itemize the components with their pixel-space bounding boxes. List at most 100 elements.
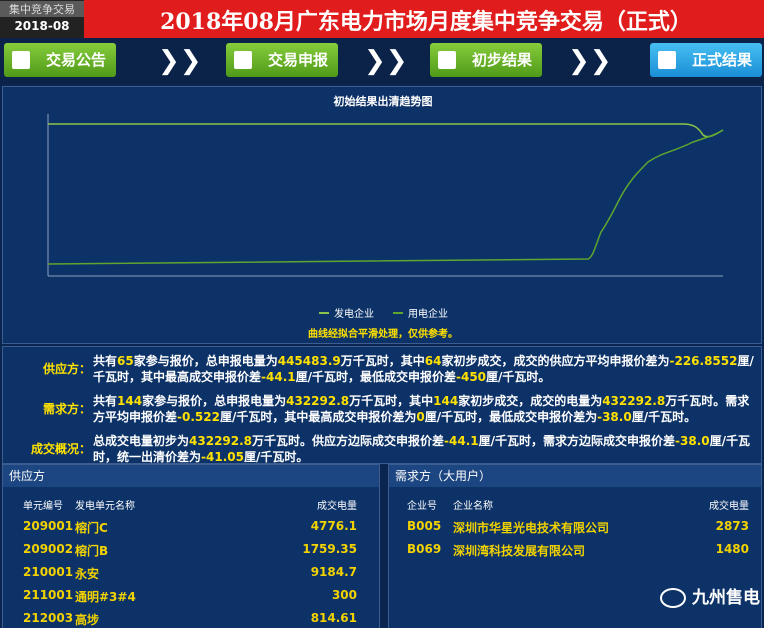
legend-label: 用电企业: [408, 307, 448, 320]
summary-value: -44.1: [261, 370, 296, 384]
summary-value: 0: [416, 410, 425, 424]
summary-phrase: 厘/千瓦时，需求方边际成交申报价差: [478, 434, 676, 448]
summary-phrase: 厘/千瓦时，最低成交申报价差: [295, 370, 456, 384]
chart-title: 初始结果出清趋势图: [334, 94, 433, 108]
column-header: 企业名称: [453, 501, 493, 512]
table-cell: 1759.35: [302, 542, 357, 556]
nav-button[interactable]: 正式结果: [650, 43, 762, 77]
table-cell: 814.61: [310, 611, 357, 625]
table-cell: 深圳市华星光电技术有限公司: [453, 521, 610, 535]
supply-curve: [48, 123, 724, 138]
table-cell: 榕门C: [75, 521, 108, 535]
arrow: ❯❯: [158, 46, 202, 76]
summary-phrase: 万千瓦时，其中: [340, 354, 425, 368]
summary-phrase: 万千瓦时。供应方边际成交申报价差: [252, 434, 445, 448]
supply-panel: 供应方 单元编号 发电单元名称 成交电量 209001 榕门C 4776.1 209002 榕…: [2, 464, 380, 628]
summary-label: 供应方：: [42, 362, 91, 376]
period-badge: 集中竞争交易 2018-08: [0, 0, 84, 38]
badge-label: 集中竞争交易: [0, 1, 84, 17]
table-cell: 1480: [715, 542, 749, 556]
table-cell: B005: [407, 519, 442, 533]
arrow: ❯❯: [568, 46, 612, 76]
summary-phrase: 家参与报价，总申报电量为: [142, 394, 287, 408]
table-cell: 深圳湾科技发展有限公司: [453, 544, 586, 558]
summary-phrase: 家参与报价，总申报电量为: [133, 354, 278, 368]
summary-value: -44.1: [444, 434, 479, 448]
summary-phrase: 厘/千瓦时，最低成交申报价差为: [424, 410, 598, 424]
trend-chart: 初始结果出清趋势图 发电企业 用电企业 曲线经拟合平滑处理，仅供参考。: [47, 94, 724, 340]
table-cell: 9184.7: [310, 565, 357, 579]
table-cell: 300: [331, 588, 357, 602]
summary-phrase: 家初步成交，成交的电量为: [458, 394, 603, 408]
table-cell: 211001: [23, 588, 74, 602]
summary-phrase: 厘/千瓦时，统一出清价差为: [93, 434, 751, 464]
summary-label: 需求方：: [42, 402, 91, 416]
summary-value: 65: [117, 354, 134, 368]
summary-value: -41.05: [201, 450, 244, 464]
summary-value: -450: [456, 370, 487, 384]
table-cell: 210001: [23, 565, 74, 579]
summary-value: -226.8552: [669, 354, 738, 368]
nav-label: 正式结果: [691, 51, 752, 69]
arrow: ❯❯: [364, 46, 408, 76]
summary-value: -38.0: [597, 410, 632, 424]
column-header: 企业号: [407, 501, 437, 512]
summary-text: 共有144家参与报价，总申报电量为432292.8万千瓦时，其中144家初步成交…: [93, 393, 757, 425]
summary-value: 144: [117, 394, 143, 408]
summary-phrase: 厘/千瓦时，其中最高成交申报价差为: [219, 410, 417, 424]
summary-phrase: 厘/千瓦时。: [486, 370, 551, 384]
column-header: 发电单元名称: [75, 501, 135, 512]
table-cell: 209002: [23, 542, 74, 556]
summary-phrase: 厘/千瓦时，其中最高成交申报价差: [93, 354, 754, 384]
legend-label: 发电企业: [334, 307, 374, 320]
page-title: 2018年08月广东电力市场月度集中竞争交易（正式）: [160, 9, 692, 35]
header-bar: [0, 0, 764, 38]
table-cell: 榕门B: [75, 544, 109, 558]
table-cell: 永安: [75, 567, 100, 581]
table-cell: 209001: [23, 519, 74, 533]
summary-phrase: 万千瓦时，其中: [349, 394, 434, 408]
summary-phrase: 厘/千瓦时。: [243, 450, 309, 464]
table-cell: 高埗: [75, 613, 100, 627]
nav-label: 交易申报: [267, 51, 328, 69]
table-cell: 4776.1: [310, 519, 357, 533]
summary-phrase: 总成交电量初步为: [93, 434, 190, 448]
table-cell: B069: [407, 542, 442, 556]
nav-button[interactable]: 初步结果: [430, 43, 542, 77]
table-cell: 2873: [715, 519, 749, 533]
nav-label: 交易公告: [45, 51, 106, 69]
column-header: 成交电量: [317, 501, 357, 512]
panel-title: 供应方: [3, 465, 379, 487]
demand-curve: [47, 129, 724, 265]
column-header: 成交电量: [709, 501, 749, 512]
summary-value: 432292.8: [189, 434, 253, 448]
table-cell: 通明#3#4: [75, 590, 136, 604]
trend-panel: 初始结果出清趋势图 发电企业 用电企业 曲线经拟合平滑处理，仅供参考。: [2, 86, 762, 344]
table-cell: 212003: [23, 611, 74, 625]
summary-value: 64: [424, 354, 442, 368]
summary-text: 共有65家参与报价，总申报电量为445483.9万千瓦时，其中64家初步成交，成…: [93, 353, 757, 385]
summary-phrase: 万千瓦时。需求方平均申报价差: [93, 394, 750, 424]
column-header: 单元编号: [23, 501, 63, 512]
nav-label: 初步结果: [471, 51, 532, 69]
summary-value: 445483.9: [277, 354, 341, 368]
summary-value: 144: [433, 394, 459, 408]
summary-label: 成交概况：: [30, 442, 91, 456]
summary-value: -0.522: [177, 410, 220, 424]
nav-button[interactable]: 交易公告: [4, 43, 116, 77]
summary-phrase: 厘/千瓦时。: [631, 410, 697, 424]
summary-phrase: 共有: [93, 354, 118, 368]
watermark-text: 九州售电: [692, 588, 760, 608]
summary-value: -38.0: [675, 434, 710, 448]
panel-title: 需求方（大用户）: [389, 465, 761, 487]
demand-panel: 需求方（大用户） 企业号 企业名称 成交电量 B005 深圳市华星光电技术有限公司 287…: [388, 464, 762, 628]
summary-value: 432292.8: [602, 394, 666, 408]
nav-bar: [0, 38, 764, 84]
summary-phrase: 共有: [93, 394, 118, 408]
chart-note: 曲线经拟合平滑处理，仅供参考。: [308, 327, 458, 340]
nav-button[interactable]: 交易申报: [226, 43, 338, 77]
badge-date: 2018-08: [14, 19, 70, 33]
summary-text: 总成交电量初步为432292.8万千瓦时。供应方边际成交申报价差-44.1厘/千…: [93, 433, 757, 465]
summary-phrase: 家初步成交，成交的供应方平均申报价差为: [441, 354, 670, 368]
